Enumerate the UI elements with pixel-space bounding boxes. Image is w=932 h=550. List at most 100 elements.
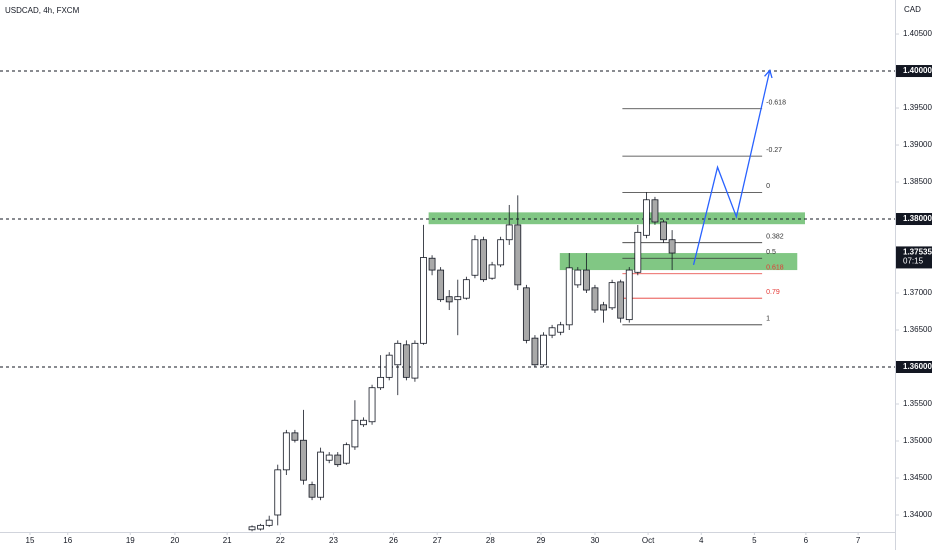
level-label-box	[896, 65, 932, 78]
candle-body	[385, 354, 393, 378]
projection-arrowhead	[764, 68, 773, 79]
candle-body	[317, 451, 325, 498]
y-tick-label: 1.35000	[903, 436, 932, 445]
last-price-box	[896, 246, 932, 269]
fib-label: 0	[766, 183, 770, 190]
x-tick-label: 19	[126, 536, 135, 545]
candle-body	[488, 264, 496, 279]
y-tick-label: 1.39500	[903, 103, 932, 112]
support-zone	[559, 253, 798, 271]
x-tick-label: 22	[276, 536, 285, 545]
candle-body	[265, 519, 273, 526]
x-tick-label: 16	[63, 536, 72, 545]
x-tick-label: Oct	[642, 536, 655, 545]
candle-body	[325, 454, 333, 461]
fib-label: 0.382	[766, 234, 784, 241]
candle-body	[300, 439, 307, 481]
candle-body	[531, 337, 539, 366]
x-tick-label: 28	[486, 536, 495, 545]
fib-label: 0.5	[766, 249, 776, 256]
candle-body	[411, 342, 419, 379]
level-label-box	[896, 213, 932, 226]
fib-label: -0.618	[766, 100, 786, 107]
x-tick-label: 26	[389, 536, 398, 545]
fib-label: 1	[766, 316, 770, 323]
x-tick-label: 5	[752, 536, 757, 545]
x-tick-label: 27	[433, 536, 442, 545]
level-label: 1.40000	[903, 66, 932, 75]
candle-body	[642, 199, 650, 236]
candle-body	[591, 287, 599, 311]
currency-label: CAD	[904, 5, 921, 14]
x-tick-label: 15	[26, 536, 35, 545]
candle-body	[574, 269, 582, 286]
candle-body	[377, 376, 385, 389]
x-tick-label: 30	[590, 536, 599, 545]
candle-body	[334, 454, 342, 466]
y-tick-label: 1.34500	[903, 473, 932, 482]
candle-body	[282, 432, 290, 471]
level-label-box	[896, 360, 932, 373]
y-tick-label: 1.40500	[903, 29, 932, 38]
y-tick-label: 1.34000	[903, 510, 932, 519]
candle-body	[625, 269, 633, 321]
candle-body	[402, 344, 410, 378]
support-zone	[428, 212, 805, 225]
x-tick-label: 6	[804, 536, 809, 545]
x-tick-label: 23	[329, 536, 338, 545]
candle-body	[351, 419, 359, 448]
candle-body	[274, 469, 282, 516]
candle-body	[505, 224, 513, 241]
candle-body	[308, 484, 316, 498]
x-tick-label: 4	[699, 536, 704, 545]
candle-body	[634, 231, 642, 273]
x-tick-label: 29	[536, 536, 545, 545]
candle-body	[428, 257, 436, 271]
candle-body	[462, 279, 470, 299]
candle-body	[514, 224, 522, 286]
candle-body	[437, 269, 445, 301]
candle-body	[522, 287, 530, 341]
candle-body	[651, 199, 659, 223]
countdown-label: 07:15	[903, 257, 924, 266]
fib-label: 0.79	[766, 289, 780, 296]
candle-body	[445, 296, 453, 303]
candle-body	[257, 524, 265, 530]
y-tick-label: 1.37000	[903, 288, 932, 297]
candle-body	[582, 269, 590, 291]
candle-body	[600, 304, 607, 311]
candle-body	[368, 387, 376, 423]
candle-body	[660, 221, 667, 241]
candle-body	[394, 342, 402, 366]
chart-title: USDCAD, 4h, FXCM	[5, 6, 80, 15]
candle-body	[608, 282, 616, 309]
level-label: 1.38000	[903, 214, 932, 223]
y-tick-label: 1.39000	[903, 140, 932, 149]
last-price-label: 1.37535	[903, 248, 932, 257]
y-tick-label: 1.38500	[903, 177, 932, 186]
x-tick-label: 7	[856, 536, 861, 545]
candle-body	[617, 281, 625, 319]
fib-label: -0.27	[766, 147, 782, 154]
level-label: 1.36000	[903, 362, 932, 371]
candle-body	[454, 296, 462, 301]
candle-body	[497, 239, 505, 266]
x-tick-label: 20	[170, 536, 179, 545]
candle-body	[360, 419, 367, 426]
candle-body	[557, 324, 565, 333]
x-tick-label: 21	[223, 536, 232, 545]
candle-body	[668, 239, 676, 254]
candle-body	[471, 239, 479, 276]
projection-path	[692, 70, 771, 266]
candle-body	[248, 526, 256, 531]
candle-body	[420, 257, 427, 344]
y-tick-label: 1.35500	[903, 399, 932, 408]
candle-body	[291, 432, 299, 441]
candle-body	[342, 444, 350, 464]
candle-body	[540, 334, 547, 366]
y-tick-label: 1.36500	[903, 325, 932, 334]
candle-body	[480, 239, 487, 281]
candle-body	[565, 267, 573, 326]
